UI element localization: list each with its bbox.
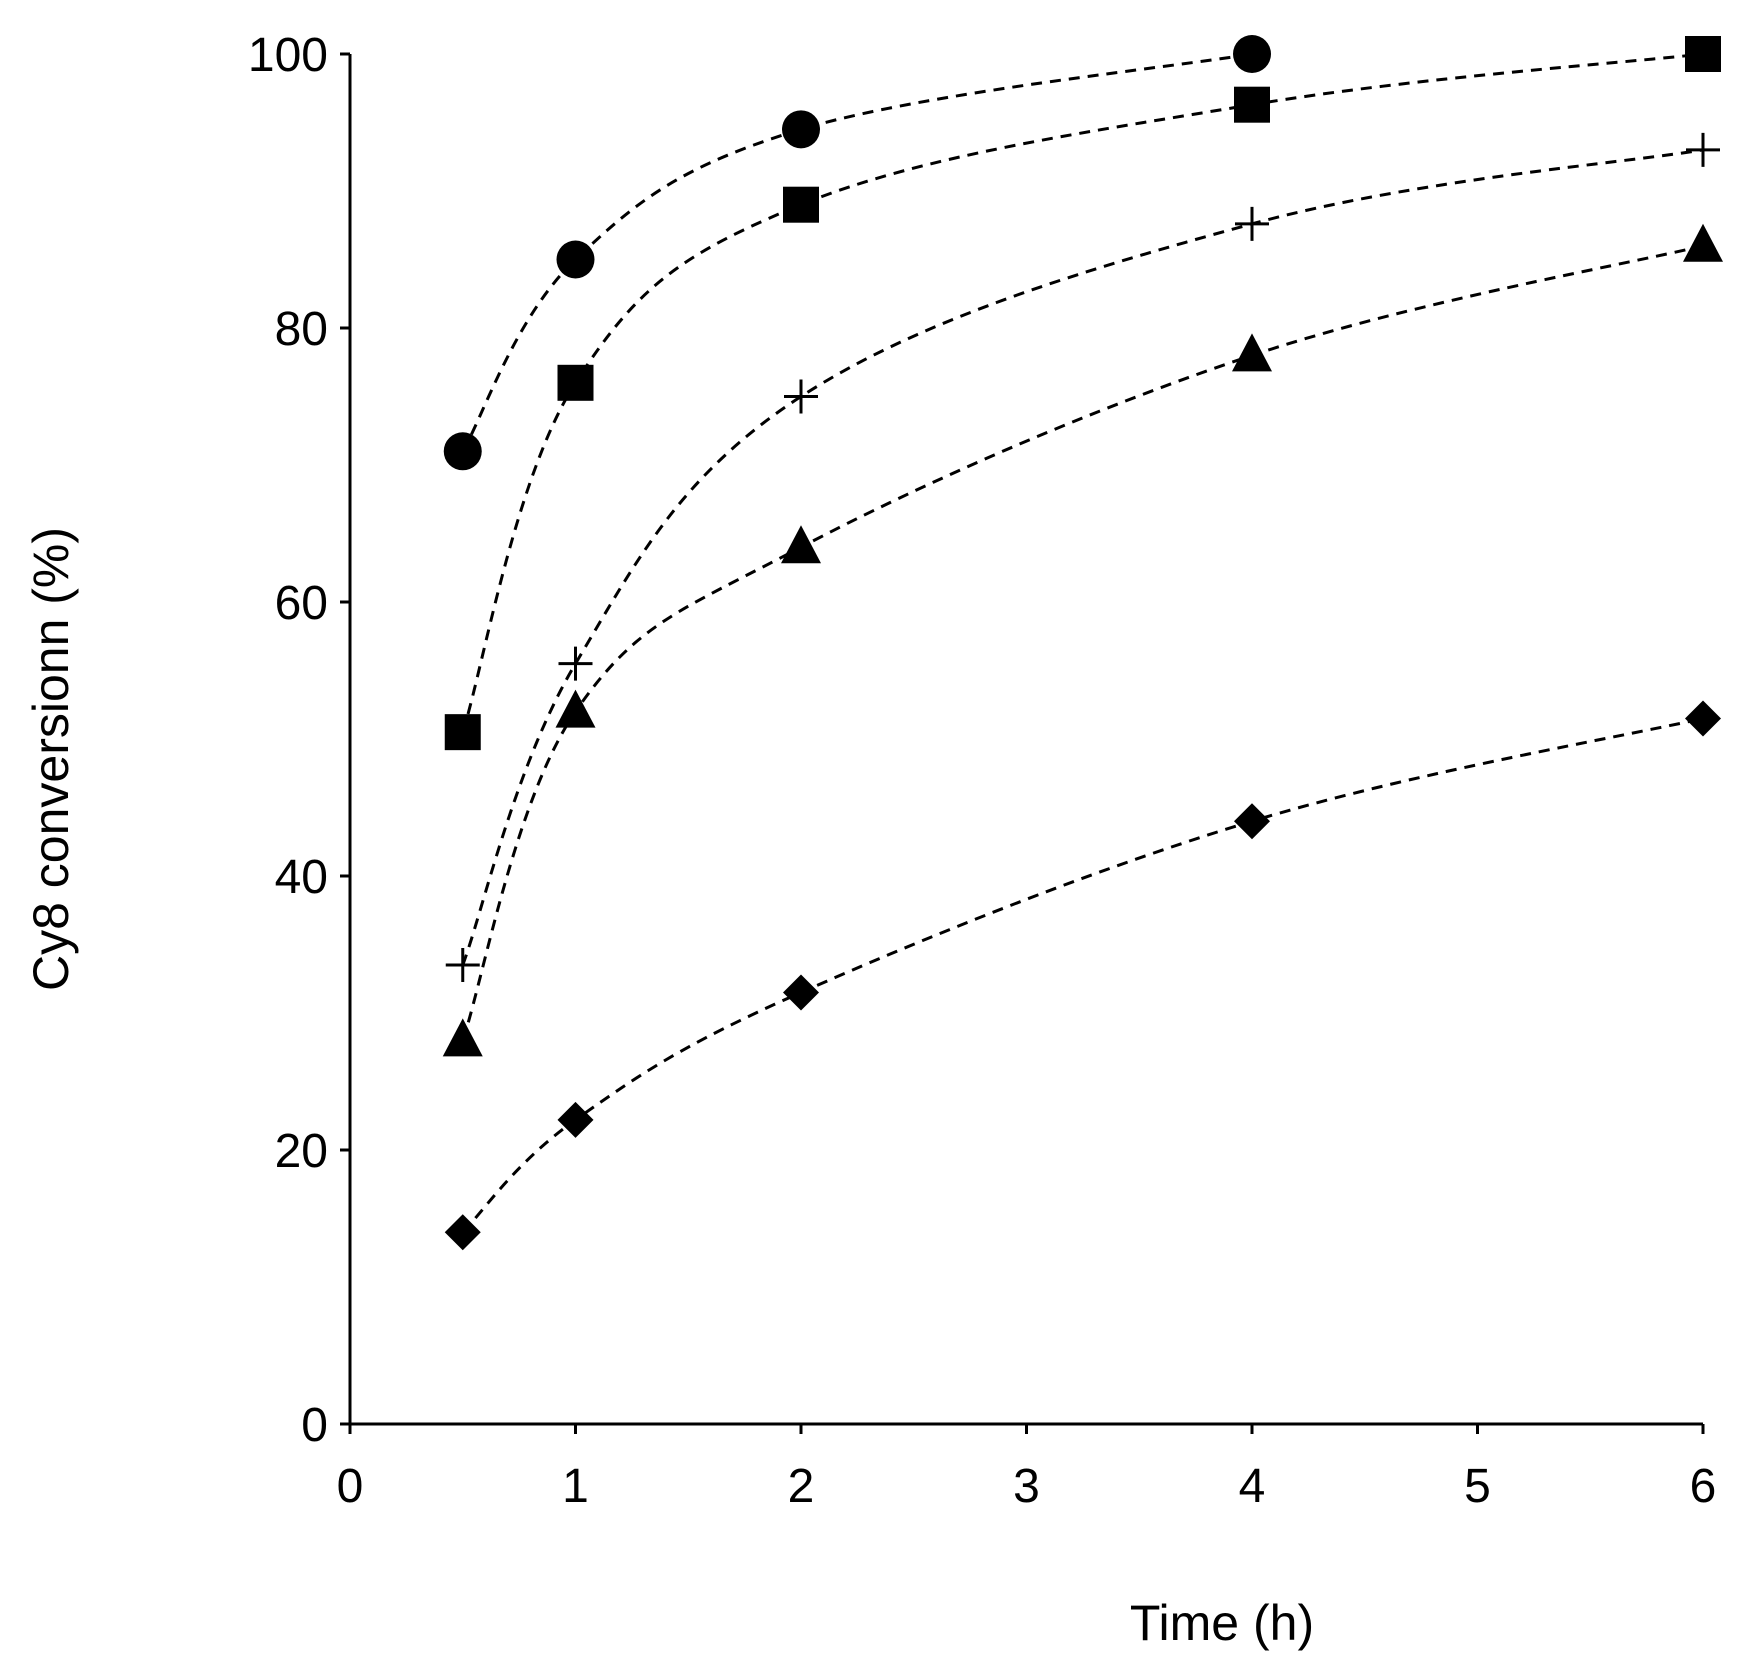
y-axis-ticks: 0 20 40 60 80 100 xyxy=(248,29,350,1452)
y-tick-label: 40 xyxy=(275,851,328,904)
data-point-square xyxy=(783,186,819,223)
x-tick-label: 6 xyxy=(1690,1460,1717,1513)
data-point-square xyxy=(444,714,481,751)
series-circle xyxy=(443,35,1271,471)
x-axis-title: Time (h) xyxy=(1130,1595,1314,1651)
data-point-square xyxy=(557,364,594,401)
data-point-plus xyxy=(445,948,480,983)
data-point-diamond xyxy=(783,974,819,1011)
axes: 0 20 40 60 80 100 0 1 2 3 4 5 6 xyxy=(248,29,1716,1513)
y-tick-label: 60 xyxy=(275,577,328,630)
data-point-triangle xyxy=(1683,223,1723,262)
x-tick-label: 1 xyxy=(562,1460,589,1513)
x-axis-ticks: 0 1 2 3 4 5 6 xyxy=(337,1424,1717,1513)
series-layer xyxy=(442,35,1723,1251)
data-point-triangle xyxy=(442,1018,483,1057)
data-point-circle xyxy=(556,240,595,279)
x-tick-label: 5 xyxy=(1464,1460,1491,1513)
data-point-diamond xyxy=(1234,803,1270,840)
data-point-plus xyxy=(558,646,593,681)
data-point-circle xyxy=(443,432,482,471)
data-point-diamond xyxy=(1685,700,1721,737)
series-triangle xyxy=(442,223,1723,1057)
x-tick-label: 2 xyxy=(788,1460,815,1513)
data-point-diamond xyxy=(444,1214,481,1251)
x-tick-label: 3 xyxy=(1013,1460,1040,1513)
y-tick-label: 20 xyxy=(275,1125,328,1178)
series-square xyxy=(444,36,1721,751)
series-line-triangle xyxy=(461,244,1704,1041)
data-point-circle xyxy=(1233,35,1271,73)
series-line-circle xyxy=(461,52,1253,453)
series-plus xyxy=(445,132,1720,983)
data-point-triangle xyxy=(781,525,821,564)
series-line-plus xyxy=(461,148,1704,966)
data-point-plus xyxy=(1686,132,1720,167)
data-point-plus xyxy=(784,379,818,414)
data-point-circle xyxy=(782,110,820,149)
series-line-square xyxy=(461,52,1704,733)
data-point-triangle xyxy=(555,689,596,728)
x-tick-label: 4 xyxy=(1239,1460,1266,1513)
series-diamond xyxy=(444,700,1721,1251)
data-point-triangle xyxy=(1232,333,1272,372)
y-tick-label: 0 xyxy=(301,1399,328,1452)
y-axis-title: Cy8 conversionn (%) xyxy=(23,527,79,991)
data-point-square xyxy=(1685,36,1721,72)
data-point-square xyxy=(1234,86,1270,123)
data-point-plus xyxy=(1235,206,1269,241)
y-tick-label: 80 xyxy=(275,303,328,356)
y-tick-label: 100 xyxy=(248,29,328,82)
x-tick-label: 0 xyxy=(337,1460,364,1513)
data-point-diamond xyxy=(557,1101,594,1138)
